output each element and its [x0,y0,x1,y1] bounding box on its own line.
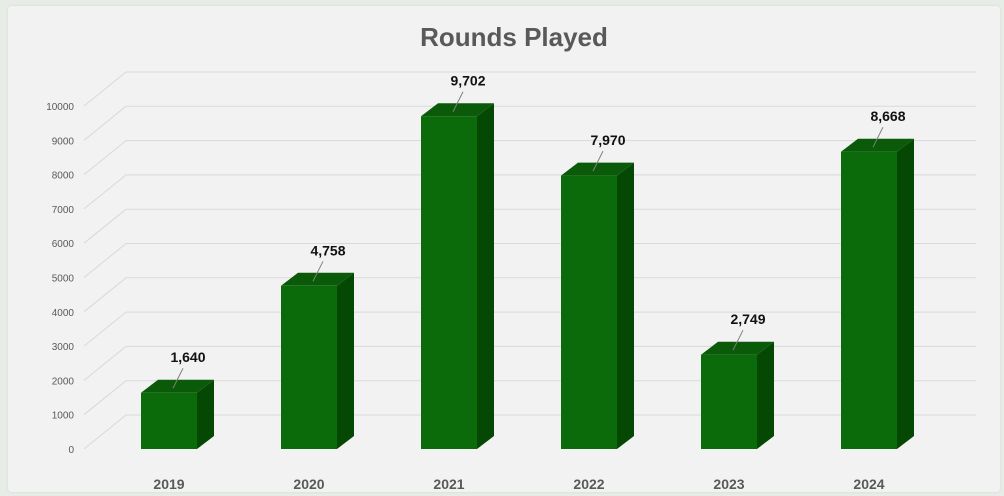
data-label: 1,640 [170,349,205,365]
x-tick-label: 2023 [713,476,744,492]
data-label-leader [452,91,464,112]
y-tick-label: 3000 [52,342,75,353]
grid-diagonal [83,311,127,347]
grid-diagonal [83,140,127,175]
data-label-leader [312,261,324,282]
bar-2019 [141,379,214,449]
grid-diagonal [83,105,127,141]
bar-front [841,151,897,449]
data-label: 8,668 [870,108,905,124]
bar-side [617,162,634,449]
bar-side [197,379,214,449]
bar-2020 [281,272,354,449]
bar-top [561,162,634,176]
bar-2021 [421,103,494,449]
bar-side [337,272,354,449]
bar-front [421,116,477,449]
y-tick-label: 0 [68,445,74,456]
y-tick-label: 6000 [52,239,75,250]
bar-front [281,285,337,449]
bar-front [561,175,617,449]
y-tick-label: 9000 [52,136,75,147]
grid-diagonal [83,71,127,107]
bar-top [421,103,494,117]
grid-diagonal [83,414,127,450]
bar-front [701,354,757,449]
grid-diagonal [83,277,127,313]
x-tick-label: 2020 [293,476,324,492]
chart-panel: 0 1000 2000 3000 4000 5000 6000 7000 8000 9000 100… [8,6,1000,492]
x-axis-ticks: 2019 2020 2021 2022 2023 2024 [153,476,884,492]
bar-top [841,138,914,152]
data-labels: 1,640 4,758 9,702 7,970 2,749 8,668 [170,73,906,389]
y-tick-label: 1000 [52,411,75,422]
y-axis-ticks: 0 1000 2000 3000 4000 5000 6000 7000 8000 9000 100… [46,102,74,456]
y-tick-label: 2000 [52,376,75,387]
bar-side [477,103,494,449]
grid-diagonal [83,346,127,381]
bar-top [701,341,774,355]
data-label-leader [592,150,604,172]
bar-front [141,392,197,449]
x-tick-label: 2021 [433,476,464,492]
bar-2024 [841,138,914,449]
data-label-leader [172,368,184,389]
data-label: 9,702 [450,73,485,89]
bar-2023 [701,341,774,449]
x-tick-label: 2019 [153,476,184,492]
y-tick-label: 4000 [52,308,75,319]
data-label: 4,758 [310,242,345,258]
y-tick-label: 7000 [52,205,75,216]
y-tick-label: 10000 [46,102,74,113]
data-label: 7,970 [590,132,625,148]
grid-diagonal [83,380,127,416]
y-tick-label: 5000 [52,274,75,285]
bar-2022 [561,162,634,449]
grid-diagonal [83,208,127,244]
bar-top [141,379,214,393]
x-tick-label: 2024 [853,476,884,492]
bar-top [281,272,354,286]
chart-svg: 0 1000 2000 3000 4000 5000 6000 7000 8000 9000 100… [46,22,976,492]
data-label: 2,749 [730,311,765,327]
bar-side [757,341,774,449]
grid-diagonal [83,243,127,278]
bars [141,103,914,449]
data-label-leader [732,329,744,351]
chart-title: Rounds Played [420,22,608,52]
x-tick-label: 2022 [573,476,604,492]
y-tick-label: 8000 [52,171,75,182]
grid-diagonal [83,174,127,210]
data-label-leader [872,126,884,148]
gridlines [83,71,976,450]
bar-side [897,138,914,449]
